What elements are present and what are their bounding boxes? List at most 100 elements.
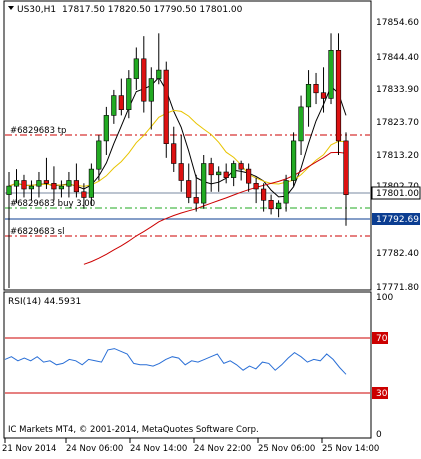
candle-body xyxy=(141,58,147,102)
candle-body xyxy=(88,168,94,198)
candle-body xyxy=(320,92,327,99)
candle xyxy=(246,163,252,192)
candle-body xyxy=(81,191,87,198)
moving-averages xyxy=(8,76,347,265)
candle xyxy=(186,163,192,204)
candle-body xyxy=(216,171,222,176)
candle xyxy=(343,132,349,226)
candle-body xyxy=(186,180,192,198)
candle xyxy=(313,72,319,105)
candle xyxy=(73,163,79,198)
rsi-level-30-badge xyxy=(372,387,388,399)
candle-body xyxy=(260,188,267,201)
candle-body xyxy=(126,78,132,110)
candle-body xyxy=(283,180,289,204)
candle-body xyxy=(6,185,12,195)
candle-body xyxy=(66,180,72,187)
candle xyxy=(88,163,94,206)
candle xyxy=(201,155,207,209)
candle xyxy=(238,160,244,181)
mid-ma-line xyxy=(8,109,347,187)
candle-body xyxy=(43,180,49,184)
candle xyxy=(163,61,169,158)
candle-body xyxy=(313,84,319,94)
candle-body xyxy=(36,180,42,187)
candle xyxy=(260,183,267,212)
rsi-axis: 100 70 30 0 xyxy=(372,293,393,440)
time-tick: 24 Nov 14:00 xyxy=(130,444,187,454)
time-axis: 21 Nov 2014 24 Nov 06:00 24 Nov 14:00 24… xyxy=(2,438,379,454)
candle-body xyxy=(208,163,214,176)
candle xyxy=(6,171,12,288)
candle xyxy=(253,177,259,204)
candle-body xyxy=(246,168,252,184)
candle xyxy=(178,135,184,192)
candle xyxy=(51,166,57,201)
rsi-tick: 100 xyxy=(376,293,393,303)
candle xyxy=(208,157,214,192)
candle xyxy=(28,180,35,201)
candle xyxy=(141,36,147,113)
candle xyxy=(148,67,154,130)
candle xyxy=(305,70,312,127)
candle-body xyxy=(253,183,259,190)
ask-price-badge xyxy=(372,213,420,225)
rsi-tick: 70 xyxy=(376,334,388,344)
price-tick: 17813.20 xyxy=(376,151,419,161)
candle xyxy=(133,47,139,90)
candle-body xyxy=(178,163,184,181)
price-tick: 17771.80 xyxy=(376,283,419,293)
candle-body xyxy=(103,115,109,142)
rsi-tick: 30 xyxy=(376,389,388,399)
current-price-label: 17801.00 xyxy=(376,189,419,199)
price-tick: 17823.70 xyxy=(376,118,419,128)
candle xyxy=(13,169,20,204)
stop-loss-label: #6829683 sl xyxy=(10,227,64,237)
time-tick: 21 Nov 2014 xyxy=(2,444,56,454)
rsi-series xyxy=(4,348,347,375)
candle xyxy=(118,78,124,116)
candle-body xyxy=(201,163,207,204)
candle-body xyxy=(51,183,57,190)
copyright-footer: IC Markets MT4, © 2001-2014, MetaQuotes … xyxy=(8,425,259,435)
price-tick: 17854.60 xyxy=(376,18,419,28)
candle xyxy=(156,33,162,85)
slow-ma-line xyxy=(83,151,347,265)
candle-body xyxy=(298,106,304,142)
candle-body xyxy=(118,95,124,110)
price-panel-frame xyxy=(3,0,372,291)
take-profit-label: #6829683 tp xyxy=(10,126,66,136)
time-tick: 25 Nov 06:00 xyxy=(258,444,315,454)
price-tick: 17833.90 xyxy=(376,85,419,95)
candle-body xyxy=(290,140,297,181)
time-tick: 25 Nov 14:00 xyxy=(322,444,379,454)
candle xyxy=(290,132,297,187)
rsi-panel-frame xyxy=(3,291,372,439)
candle-body xyxy=(163,69,169,144)
candle xyxy=(96,135,102,181)
candle xyxy=(283,174,289,212)
candle xyxy=(231,160,237,187)
time-tick: 24 Nov 22:00 xyxy=(194,444,251,454)
price-tick: 17782.40 xyxy=(376,249,419,259)
candle-body xyxy=(193,197,199,204)
candle xyxy=(103,106,109,155)
candle xyxy=(66,171,72,198)
candle xyxy=(81,183,87,209)
candle-body xyxy=(21,180,27,190)
candle-body xyxy=(58,185,64,190)
panel-collapse-icon[interactable] xyxy=(8,6,14,10)
rsi-level-70-badge xyxy=(372,332,388,344)
candle xyxy=(223,163,229,184)
candle xyxy=(275,200,282,218)
candlesticks xyxy=(6,33,349,288)
candle-body xyxy=(238,163,244,170)
price-tick: 17844.40 xyxy=(376,53,419,63)
candle xyxy=(193,174,199,212)
candle-body xyxy=(111,95,117,116)
candle-body xyxy=(268,200,274,210)
candle-body xyxy=(156,69,162,79)
candle xyxy=(111,89,117,124)
